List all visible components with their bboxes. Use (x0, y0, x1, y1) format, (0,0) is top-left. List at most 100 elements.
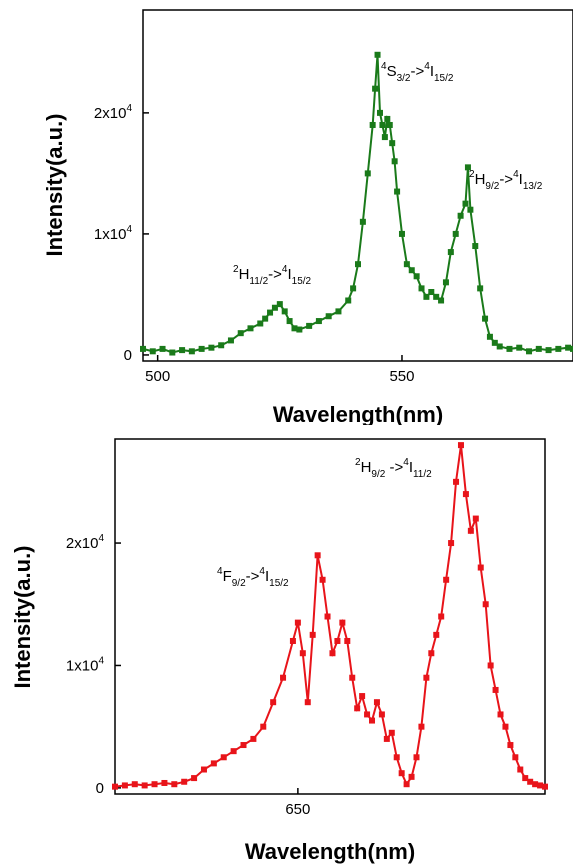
data-point (169, 349, 176, 356)
data-point (376, 109, 383, 116)
annotation-4s-transition: 4S3/2->4I15/2 (381, 61, 454, 84)
data-point (359, 693, 366, 700)
data-point (329, 650, 336, 657)
data-point (140, 345, 146, 352)
data-point (482, 601, 489, 608)
x-tick-label: 550 (389, 368, 414, 385)
data-point (271, 304, 278, 311)
data-point (286, 318, 293, 325)
data-point (335, 308, 342, 315)
data-point (526, 348, 533, 355)
plot-frame (142, 9, 573, 362)
data-point (413, 273, 420, 280)
data-point (487, 662, 494, 669)
data-point (314, 552, 321, 559)
data-point (491, 339, 498, 346)
data-point (457, 442, 464, 449)
data-point (423, 674, 430, 681)
data-point (482, 315, 489, 322)
data-point (208, 344, 215, 351)
data-point (227, 337, 234, 344)
data-point (462, 491, 469, 498)
data-point (522, 775, 529, 782)
x-tick-label: 500 (145, 368, 170, 385)
data-point (198, 345, 205, 352)
data-point (350, 285, 357, 292)
data-point (171, 781, 178, 788)
data-point (492, 686, 499, 693)
data-point (467, 527, 474, 534)
y-axis-title: Intensity(a.u.) (10, 545, 35, 688)
y-tick-label: 2x104 (66, 533, 105, 552)
annotation-2h112-transition: 2H11/2->4I15/2 (233, 264, 312, 287)
data-point (545, 347, 552, 354)
data-point (506, 345, 513, 352)
data-point (267, 309, 274, 316)
data-point (289, 637, 296, 644)
x-axis-title: Wavelength(nm) (245, 839, 415, 864)
data-point (218, 342, 225, 349)
data-point (408, 267, 415, 274)
data-point (262, 315, 269, 322)
chart-top-svg: 500 550 0 1x104 2x104 Intensity(a.u.) Wavele… (42, 9, 573, 425)
data-point (364, 170, 371, 177)
data-point (537, 782, 544, 789)
emission-chart-green: 500 550 0 1x104 2x104 Intensity(a.u.) Wavele… (0, 0, 573, 425)
data-point (464, 164, 471, 171)
data-point (565, 344, 572, 351)
data-point (413, 754, 420, 761)
data-point (403, 261, 410, 268)
data-point (230, 748, 237, 755)
data-point (447, 249, 454, 256)
data-point (428, 650, 435, 657)
data-point (304, 699, 311, 706)
data-point (339, 619, 346, 626)
data-point (512, 754, 519, 761)
data-point (418, 723, 425, 730)
data-point (355, 261, 361, 268)
data-point (161, 779, 168, 786)
data-point (121, 782, 128, 789)
data-point (477, 285, 484, 292)
data-point (433, 293, 440, 300)
data-point (294, 619, 301, 626)
data-point (260, 723, 267, 730)
chart-bottom-svg: 650 0 1x104 2x104 Intensity(a.u.) Wavelengt… (10, 438, 548, 864)
data-point (472, 243, 479, 250)
data-point (276, 301, 283, 308)
y-tick-label: 2x104 (94, 103, 133, 122)
data-point (240, 742, 247, 749)
data-point (369, 121, 376, 128)
data-point (359, 218, 366, 225)
data-point (372, 85, 379, 92)
y-tick-label: 0 (124, 347, 132, 364)
data-point (381, 134, 388, 141)
series-line-group (112, 442, 548, 790)
data-point (418, 285, 425, 292)
data-point (403, 781, 410, 788)
data-point (296, 326, 303, 333)
data-point (497, 711, 504, 718)
data-point (344, 637, 351, 644)
x-tick-label: 650 (285, 801, 310, 818)
data-point (369, 717, 376, 724)
data-point (299, 650, 306, 657)
data-point (502, 723, 509, 730)
annotation-2h92-transition: 2H9/2->4I13/2 (469, 169, 543, 192)
series-line (114, 444, 546, 788)
data-point (373, 699, 380, 706)
data-point (428, 289, 435, 296)
data-point (555, 345, 562, 352)
data-point (388, 729, 395, 736)
data-point (438, 613, 445, 620)
data-point (527, 778, 534, 785)
y-tick-label: 1x104 (94, 224, 133, 243)
data-point (384, 115, 391, 122)
data-point (257, 320, 264, 327)
axis-ticks: 500 550 0 1x104 2x104 (94, 103, 415, 385)
data-point (141, 782, 148, 789)
data-point (179, 347, 186, 354)
data-point (532, 781, 539, 788)
data-point (433, 631, 440, 638)
data-point (542, 783, 548, 790)
